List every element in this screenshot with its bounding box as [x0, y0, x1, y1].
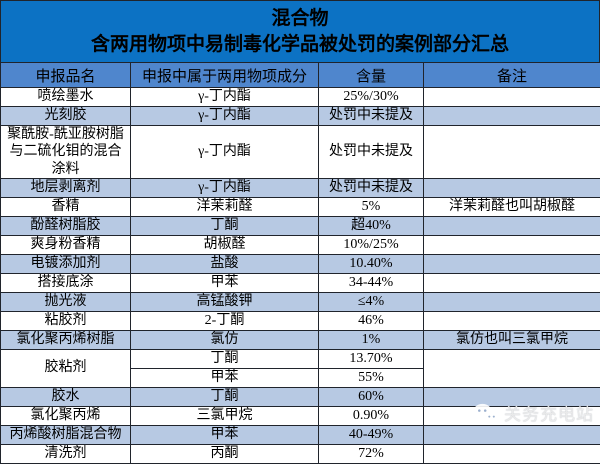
cell-product-name: 胶水	[1, 388, 131, 407]
cell-content: 5%	[319, 198, 424, 217]
col-header-product-name: 申报品名	[1, 63, 131, 88]
cell-product-name: 电镀添加剂	[1, 255, 131, 274]
cell-component: 丁酮	[131, 388, 319, 407]
table-row: 搭接底涂 甲苯 34-44%	[1, 274, 600, 293]
cell-remark	[424, 426, 600, 445]
cell-product-name: 喷绘墨水	[1, 88, 131, 107]
cases-table: 申报品名 申报中属于两用物项成分 含量 备注 喷绘墨水 γ-丁内酯 25%/30…	[0, 62, 600, 464]
cell-content: 40-49%	[319, 426, 424, 445]
cell-component: 氯仿	[131, 331, 319, 350]
cell-content: 1%	[319, 331, 424, 350]
cell-component: 甲苯	[131, 274, 319, 293]
title-banner: 混合物 含两用物项中易制毒化学品被处罚的案例部分汇总	[0, 0, 600, 62]
header-row: 申报品名 申报中属于两用物项成分 含量 备注	[1, 63, 600, 88]
page-subtitle: 含两用物项中易制毒化学品被处罚的案例部分汇总	[91, 32, 509, 58]
cell-component: 丁酮	[131, 217, 319, 236]
cell-product-name: 搭接底涂	[1, 274, 131, 293]
table-row: 氯化聚丙烯树脂 氯仿 1% 氯仿也叫三氯甲烷	[1, 331, 600, 350]
cell-component: 盐酸	[131, 255, 319, 274]
cell-remark: 洋茉莉醛也叫胡椒醛	[424, 198, 600, 217]
cell-remark	[424, 217, 600, 236]
cell-product-name: 清洗剂	[1, 445, 131, 464]
cell-component: 丙酮	[131, 445, 319, 464]
table-row: 香精 洋茉莉醛 5% 洋茉莉醛也叫胡椒醛	[1, 198, 600, 217]
cell-component: 甲苯	[131, 369, 319, 388]
cell-content: 60%	[319, 388, 424, 407]
cell-product-name: 氯化聚丙烯树脂	[1, 331, 131, 350]
cell-content: 处罚中未提及	[319, 126, 424, 179]
col-header-content: 含量	[319, 63, 424, 88]
table-row: 清洗剂 丙酮 72%	[1, 445, 600, 464]
cell-remark	[424, 126, 600, 179]
cell-remark	[424, 255, 600, 274]
cell-content: 25%/30%	[319, 88, 424, 107]
table-row: 光刻胶 γ-丁内酯 处罚中未提及	[1, 107, 600, 126]
table-row: 地层剥离剂 γ-丁内酯 处罚中未提及	[1, 179, 600, 198]
cell-component: γ-丁内酯	[131, 88, 319, 107]
table-row: 酚醛树脂胶 丁酮 超40%	[1, 217, 600, 236]
cell-remark	[424, 179, 600, 198]
cell-product-name: 粘胶剂	[1, 312, 131, 331]
cell-remark	[424, 88, 600, 107]
cell-remark	[424, 312, 600, 331]
table-row: 聚酰胺-酰亚胺树脂与二硫化钼的混合涂料 γ-丁内酯 处罚中未提及	[1, 126, 600, 179]
cell-remark	[424, 350, 600, 388]
table-row: 丙烯酸树脂混合物 甲苯 40-49%	[1, 426, 600, 445]
cell-product-name: 抛光液	[1, 293, 131, 312]
cell-product-name: 聚酰胺-酰亚胺树脂与二硫化钼的混合涂料	[1, 126, 131, 179]
page-title: 混合物	[271, 6, 328, 32]
cell-product-name: 地层剥离剂	[1, 179, 131, 198]
table-row: 喷绘墨水 γ-丁内酯 25%/30%	[1, 88, 600, 107]
cell-product-name: 香精	[1, 198, 131, 217]
cell-content: 55%	[319, 369, 424, 388]
col-header-remark: 备注	[424, 63, 600, 88]
cell-content: 超40%	[319, 217, 424, 236]
cell-remark	[424, 107, 600, 126]
cell-product-name: 爽身粉香精	[1, 236, 131, 255]
cell-product-name: 胶粘剂	[1, 350, 131, 388]
cell-product-name: 丙烯酸树脂混合物	[1, 426, 131, 445]
cell-component: 丁酮	[131, 350, 319, 369]
cell-component: γ-丁内酯	[131, 107, 319, 126]
table-row: 粘胶剂 2-丁酮 46%	[1, 312, 600, 331]
cell-component: γ-丁内酯	[131, 179, 319, 198]
cell-content: 0.90%	[319, 407, 424, 426]
cell-product-name: 氯化聚丙烯	[1, 407, 131, 426]
cell-component: 胡椒醛	[131, 236, 319, 255]
table-row: 抛光液 高锰酸钾 ≤4%	[1, 293, 600, 312]
cell-content: 34-44%	[319, 274, 424, 293]
cell-content: 10.40%	[319, 255, 424, 274]
cell-content: 处罚中未提及	[319, 179, 424, 198]
cell-remark	[424, 407, 600, 426]
cell-remark	[424, 274, 600, 293]
cell-component: 高锰酸钾	[131, 293, 319, 312]
cell-component: 甲苯	[131, 426, 319, 445]
cell-product-name: 酚醛树脂胶	[1, 217, 131, 236]
table-row: 胶粘剂 丁酮 13.70%	[1, 350, 600, 369]
cell-component: 洋茉莉醛	[131, 198, 319, 217]
cell-component: γ-丁内酯	[131, 126, 319, 179]
cell-remark: 氯仿也叫三氯甲烷	[424, 331, 600, 350]
cell-remark	[424, 236, 600, 255]
cell-component: 三氯甲烷	[131, 407, 319, 426]
table-row: 胶水 丁酮 60%	[1, 388, 600, 407]
cell-content: 10%/25%	[319, 236, 424, 255]
cell-remark	[424, 388, 600, 407]
cell-remark	[424, 293, 600, 312]
cell-content: 72%	[319, 445, 424, 464]
cell-content: 13.70%	[319, 350, 424, 369]
cell-content: 处罚中未提及	[319, 107, 424, 126]
cell-remark	[424, 445, 600, 464]
table-row: 氯化聚丙烯 三氯甲烷 0.90%	[1, 407, 600, 426]
table-row: 爽身粉香精 胡椒醛 10%/25%	[1, 236, 600, 255]
cell-content: 46%	[319, 312, 424, 331]
col-header-component: 申报中属于两用物项成分	[131, 63, 319, 88]
cell-product-name: 光刻胶	[1, 107, 131, 126]
table-row: 电镀添加剂 盐酸 10.40%	[1, 255, 600, 274]
cell-content: ≤4%	[319, 293, 424, 312]
cell-component: 2-丁酮	[131, 312, 319, 331]
